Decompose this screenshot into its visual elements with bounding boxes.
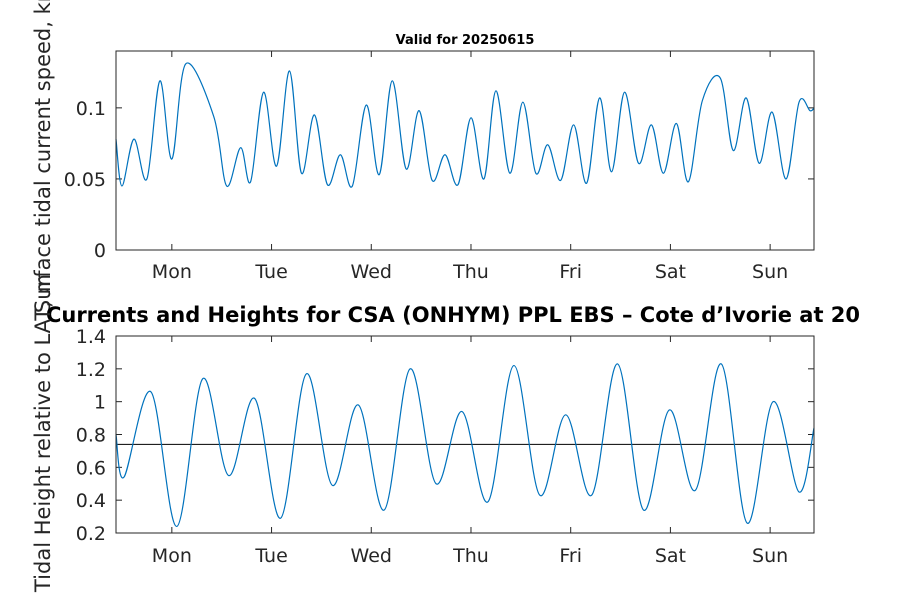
speed-chart-title: Valid for 20250615: [396, 33, 535, 48]
speed-x-tick-label: Mon: [152, 261, 192, 283]
height-y-ticks: 0.2 0.4 0.6 0.8 1 1.2 1.4: [76, 326, 814, 545]
speed-series-line: [115, 62, 815, 188]
height-axes-box: [115, 335, 815, 534]
height-y-tick-label: 0.2: [76, 523, 106, 545]
height-x-tick-label: Fri: [559, 545, 582, 567]
height-y-tick-label: 1: [94, 392, 106, 414]
speed-y-tick-label: 0.05: [64, 169, 106, 191]
height-y-tick-label: 1.2: [76, 359, 106, 381]
speed-x-tick-label: Sat: [655, 261, 686, 283]
speed-x-tick-label: Sun: [752, 261, 788, 283]
speed-y-ticks: 0 0.05 0.1: [64, 98, 814, 262]
speed-x-tick-label: Thu: [452, 261, 489, 283]
height-x-tick-label: Sat: [655, 545, 686, 567]
height-x-tick-label: Thu: [452, 545, 489, 567]
height-series-line: [115, 363, 815, 528]
speed-x-ticks: Mon Tue Wed Thu Fri Sat Sun: [152, 51, 788, 283]
height-y-tick-label: 0.8: [76, 425, 106, 447]
height-y-tick-label: 0.6: [76, 457, 106, 479]
height-panel: Currents and Heights for CSA (ONHYM) PPL…: [31, 274, 860, 593]
speed-y-axis-label: Surface tidal current speed, kn: [31, 0, 55, 313]
speed-x-tick-label: Fri: [559, 261, 582, 283]
height-x-ticks: Mon Tue Wed Thu Fri Sat Sun: [152, 336, 788, 567]
speed-y-tick-label: 0.1: [76, 98, 106, 120]
height-y-tick-label: 1.4: [76, 326, 106, 348]
speed-axes-box: [115, 50, 815, 251]
height-y-tick-label: 0.4: [76, 490, 106, 512]
height-x-tick-label: Wed: [351, 545, 392, 567]
height-chart-title: Currents and Heights for CSA (ONHYM) PPL…: [46, 303, 860, 327]
speed-panel: Valid for 20250615 Surface tidal current…: [31, 0, 815, 313]
height-x-tick-label: Sun: [752, 545, 788, 567]
height-x-tick-label: Mon: [152, 545, 192, 567]
speed-y-tick-label: 0: [94, 240, 106, 262]
speed-x-tick-label: Wed: [351, 261, 392, 283]
height-x-tick-label: Tue: [254, 545, 287, 567]
speed-x-tick-label: Tue: [254, 261, 287, 283]
height-y-axis-label: Tidal Height relative to LAT, m: [31, 274, 55, 593]
